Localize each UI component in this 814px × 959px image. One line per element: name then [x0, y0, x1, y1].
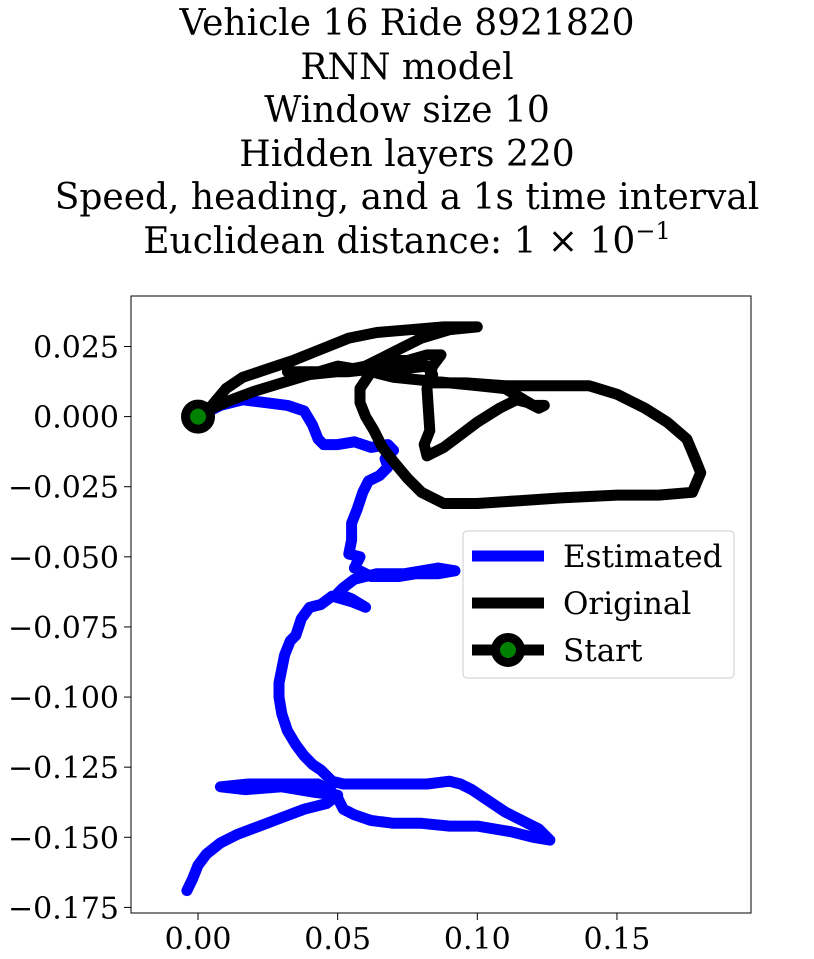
chart-title: Vehicle 16 Ride 8921820 RNN model Window… [0, 2, 814, 263]
y-tick-label: 0.025 [33, 330, 119, 365]
legend-start-marker [491, 633, 525, 667]
y-tick-label: −0.050 [8, 541, 119, 576]
title-line-features: Speed, heading, and a 1s time interval [54, 177, 760, 218]
legend-box [462, 530, 735, 679]
y-tick-label: −0.175 [8, 891, 119, 926]
legend-label-start: Start [563, 633, 643, 669]
start-marker [181, 399, 216, 434]
title-line-euclidean-distance: Euclidean distance: 1 × 10−1 [0, 216, 814, 264]
y-tick-label: −0.150 [8, 821, 119, 856]
x-tick-label: 0.15 [584, 922, 651, 957]
title-line-vehicle-ride: Vehicle 16 Ride 8921820 [179, 3, 635, 44]
y-tick-label: 0.000 [33, 401, 119, 436]
plot-area-frame [130, 295, 752, 914]
series-line-estimated [181, 394, 556, 897]
title-line-hidden-layers: Hidden layers 220 [239, 133, 575, 175]
title-line-window-size: Window size 10 [264, 90, 550, 131]
y-tick-label: −0.125 [8, 751, 119, 786]
y-tick-label: −0.025 [8, 471, 119, 506]
y-tick-label: −0.100 [8, 681, 119, 716]
series-line-original [192, 321, 707, 509]
legend-label-estimated: Estimated [563, 539, 722, 575]
title-line-model: RNN model [300, 46, 514, 88]
x-tick-label: 0.05 [304, 922, 371, 957]
title-distance-exponent: −1 [635, 216, 671, 245]
x-tick-label: 0.00 [165, 922, 232, 957]
y-tick-label: −0.075 [8, 611, 119, 646]
legend-label-original: Original [563, 586, 691, 622]
title-distance-text: Euclidean distance: 1 × 10 [143, 220, 636, 262]
legend: Estimated Original Start [462, 530, 735, 679]
series-layer [181, 321, 707, 897]
y-axis: 0.025 0.000 −0.025 −0.050 −0.075 −0.100 −0.125… [8, 330, 131, 926]
x-tick-label: 0.10 [444, 922, 511, 957]
x-axis: 0.00 0.05 0.10 0.15 [165, 913, 651, 957]
